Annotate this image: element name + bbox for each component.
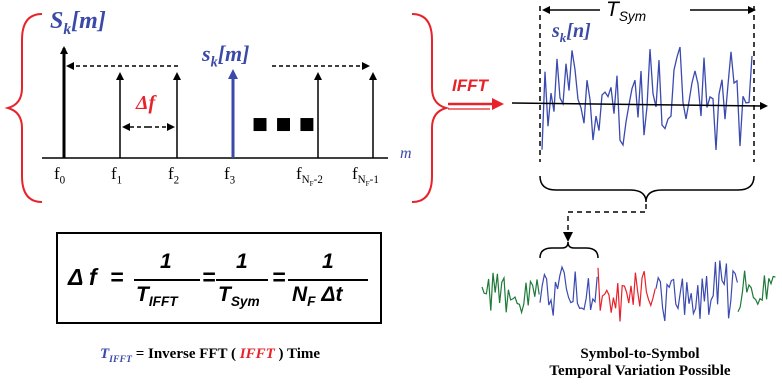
stream-brace — [539, 241, 599, 259]
formula-eq-3: = — [272, 264, 286, 290]
formula-num-2: 1 — [236, 250, 248, 273]
stream-waveform-blue-2 — [655, 260, 738, 322]
stream-waveform-green-1 — [481, 272, 540, 315]
formula-den-2: TSym — [218, 283, 260, 310]
freq-label-f3: f3 — [224, 164, 236, 187]
temporal-variation-caption: Symbol-to-Symbol Temporal Variation Poss… — [549, 346, 731, 379]
formula-num-3: 1 — [322, 250, 334, 273]
formula-den-1: TIFFT — [136, 283, 178, 310]
time-signal-label: sk[n] — [552, 20, 591, 45]
stream-waveform-red — [597, 267, 656, 322]
freq-label-f0: f0 — [54, 164, 66, 187]
formula-eq-2: = — [202, 264, 216, 290]
time-axis — [511, 101, 768, 110]
left-brace — [4, 13, 43, 203]
delta-f-label: Δf — [136, 92, 156, 114]
connector-arrowhead — [563, 232, 573, 242]
formula-den-3: NF Δt — [292, 283, 343, 310]
connector-dashed — [567, 204, 647, 236]
ellipsis-squares: ■ ■ ■ — [252, 114, 316, 134]
ifft-label: IFFT — [452, 76, 488, 95]
big-spectrum-label: Sk[m] — [50, 8, 106, 38]
formula-lhs: Δ f — [68, 264, 97, 290]
freq-label-fnf2: fNF-2 — [296, 164, 323, 189]
freq-label-f2: f2 — [168, 164, 180, 187]
time-brace — [539, 175, 755, 203]
tsym-label: TSym — [606, 0, 647, 25]
right-brace — [411, 13, 450, 203]
freq-label-f1: f1 — [111, 164, 123, 187]
formula-box — [56, 232, 382, 324]
axis-m-label: m — [400, 145, 412, 162]
time-domain-waveform — [541, 46, 753, 151]
freq-label-fnf1: fNF-1 — [352, 164, 379, 189]
formula-eq-1: = — [110, 264, 124, 290]
formula-num-1: 1 — [160, 250, 172, 273]
small-spectrum-label: sk[m] — [202, 41, 250, 71]
ifft-time-caption: TIFFT = Inverse FFT ( IFFT ) Time — [100, 346, 321, 365]
stream-waveform-green-2 — [737, 270, 776, 313]
stream-waveform-blue-1 — [539, 265, 598, 316]
